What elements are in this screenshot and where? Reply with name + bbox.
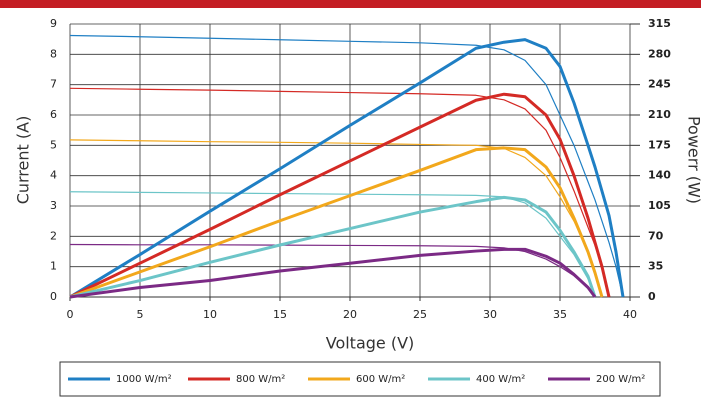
legend-label: 200 W/m² bbox=[596, 374, 645, 385]
legend-label: 1000 W/m² bbox=[116, 374, 172, 385]
y-tick-label: 5 bbox=[50, 138, 57, 151]
current-line bbox=[69, 34, 624, 298]
power-line bbox=[69, 195, 597, 299]
legend-label: 400 W/m² bbox=[476, 374, 525, 385]
y2-tick-label: 140 bbox=[648, 169, 671, 182]
legend-label: 800 W/m² bbox=[236, 374, 285, 385]
y-tick-label: 9 bbox=[50, 17, 57, 30]
y-tick-label: 6 bbox=[50, 108, 57, 121]
x-tick-label: 30 bbox=[483, 308, 497, 321]
y-tick-label: 2 bbox=[50, 229, 57, 242]
x-tick-label: 20 bbox=[343, 308, 357, 321]
y2-tick-label: 70 bbox=[648, 229, 664, 242]
y2-tick-label: 280 bbox=[648, 47, 671, 60]
y-tick-label: 4 bbox=[50, 169, 57, 182]
x-tick-label: 25 bbox=[413, 308, 427, 321]
current-line bbox=[69, 87, 610, 298]
y-tick-label: 1 bbox=[50, 260, 57, 273]
y2-tick-label: 315 bbox=[648, 17, 671, 30]
y-tick-label: 0 bbox=[50, 290, 57, 303]
power-line bbox=[69, 38, 625, 299]
x-axis-title: Voltage (V) bbox=[326, 334, 415, 353]
y-tick-label: 7 bbox=[50, 78, 57, 91]
y2-tick-label: 210 bbox=[648, 108, 671, 121]
current-line bbox=[69, 191, 596, 298]
power-line bbox=[69, 146, 604, 299]
y2-tick-label: 35 bbox=[648, 260, 663, 273]
x-tick-label: 5 bbox=[137, 308, 144, 321]
y2-tick-label: 0 bbox=[648, 290, 656, 303]
power-line bbox=[69, 247, 597, 299]
y2-axis-title: Powerr (W) bbox=[685, 116, 701, 204]
current-line bbox=[69, 139, 603, 298]
y2-tick-label: 175 bbox=[648, 138, 671, 151]
y-tick-label: 3 bbox=[50, 199, 57, 212]
x-tick-label: 35 bbox=[553, 308, 567, 321]
y-axis-title: Current (A) bbox=[14, 116, 33, 205]
power-line bbox=[69, 92, 611, 299]
y-tick-label: 8 bbox=[50, 47, 57, 60]
y2-tick-label: 245 bbox=[648, 78, 671, 91]
top-bar bbox=[0, 0, 701, 8]
x-tick-label: 40 bbox=[623, 308, 637, 321]
x-tick-label: 10 bbox=[203, 308, 217, 321]
legend-label: 600 W/m² bbox=[356, 374, 405, 385]
y2-tick-label: 105 bbox=[648, 199, 671, 212]
x-tick-label: 15 bbox=[273, 308, 287, 321]
current-line bbox=[69, 243, 596, 298]
x-tick-label: 0 bbox=[67, 308, 74, 321]
